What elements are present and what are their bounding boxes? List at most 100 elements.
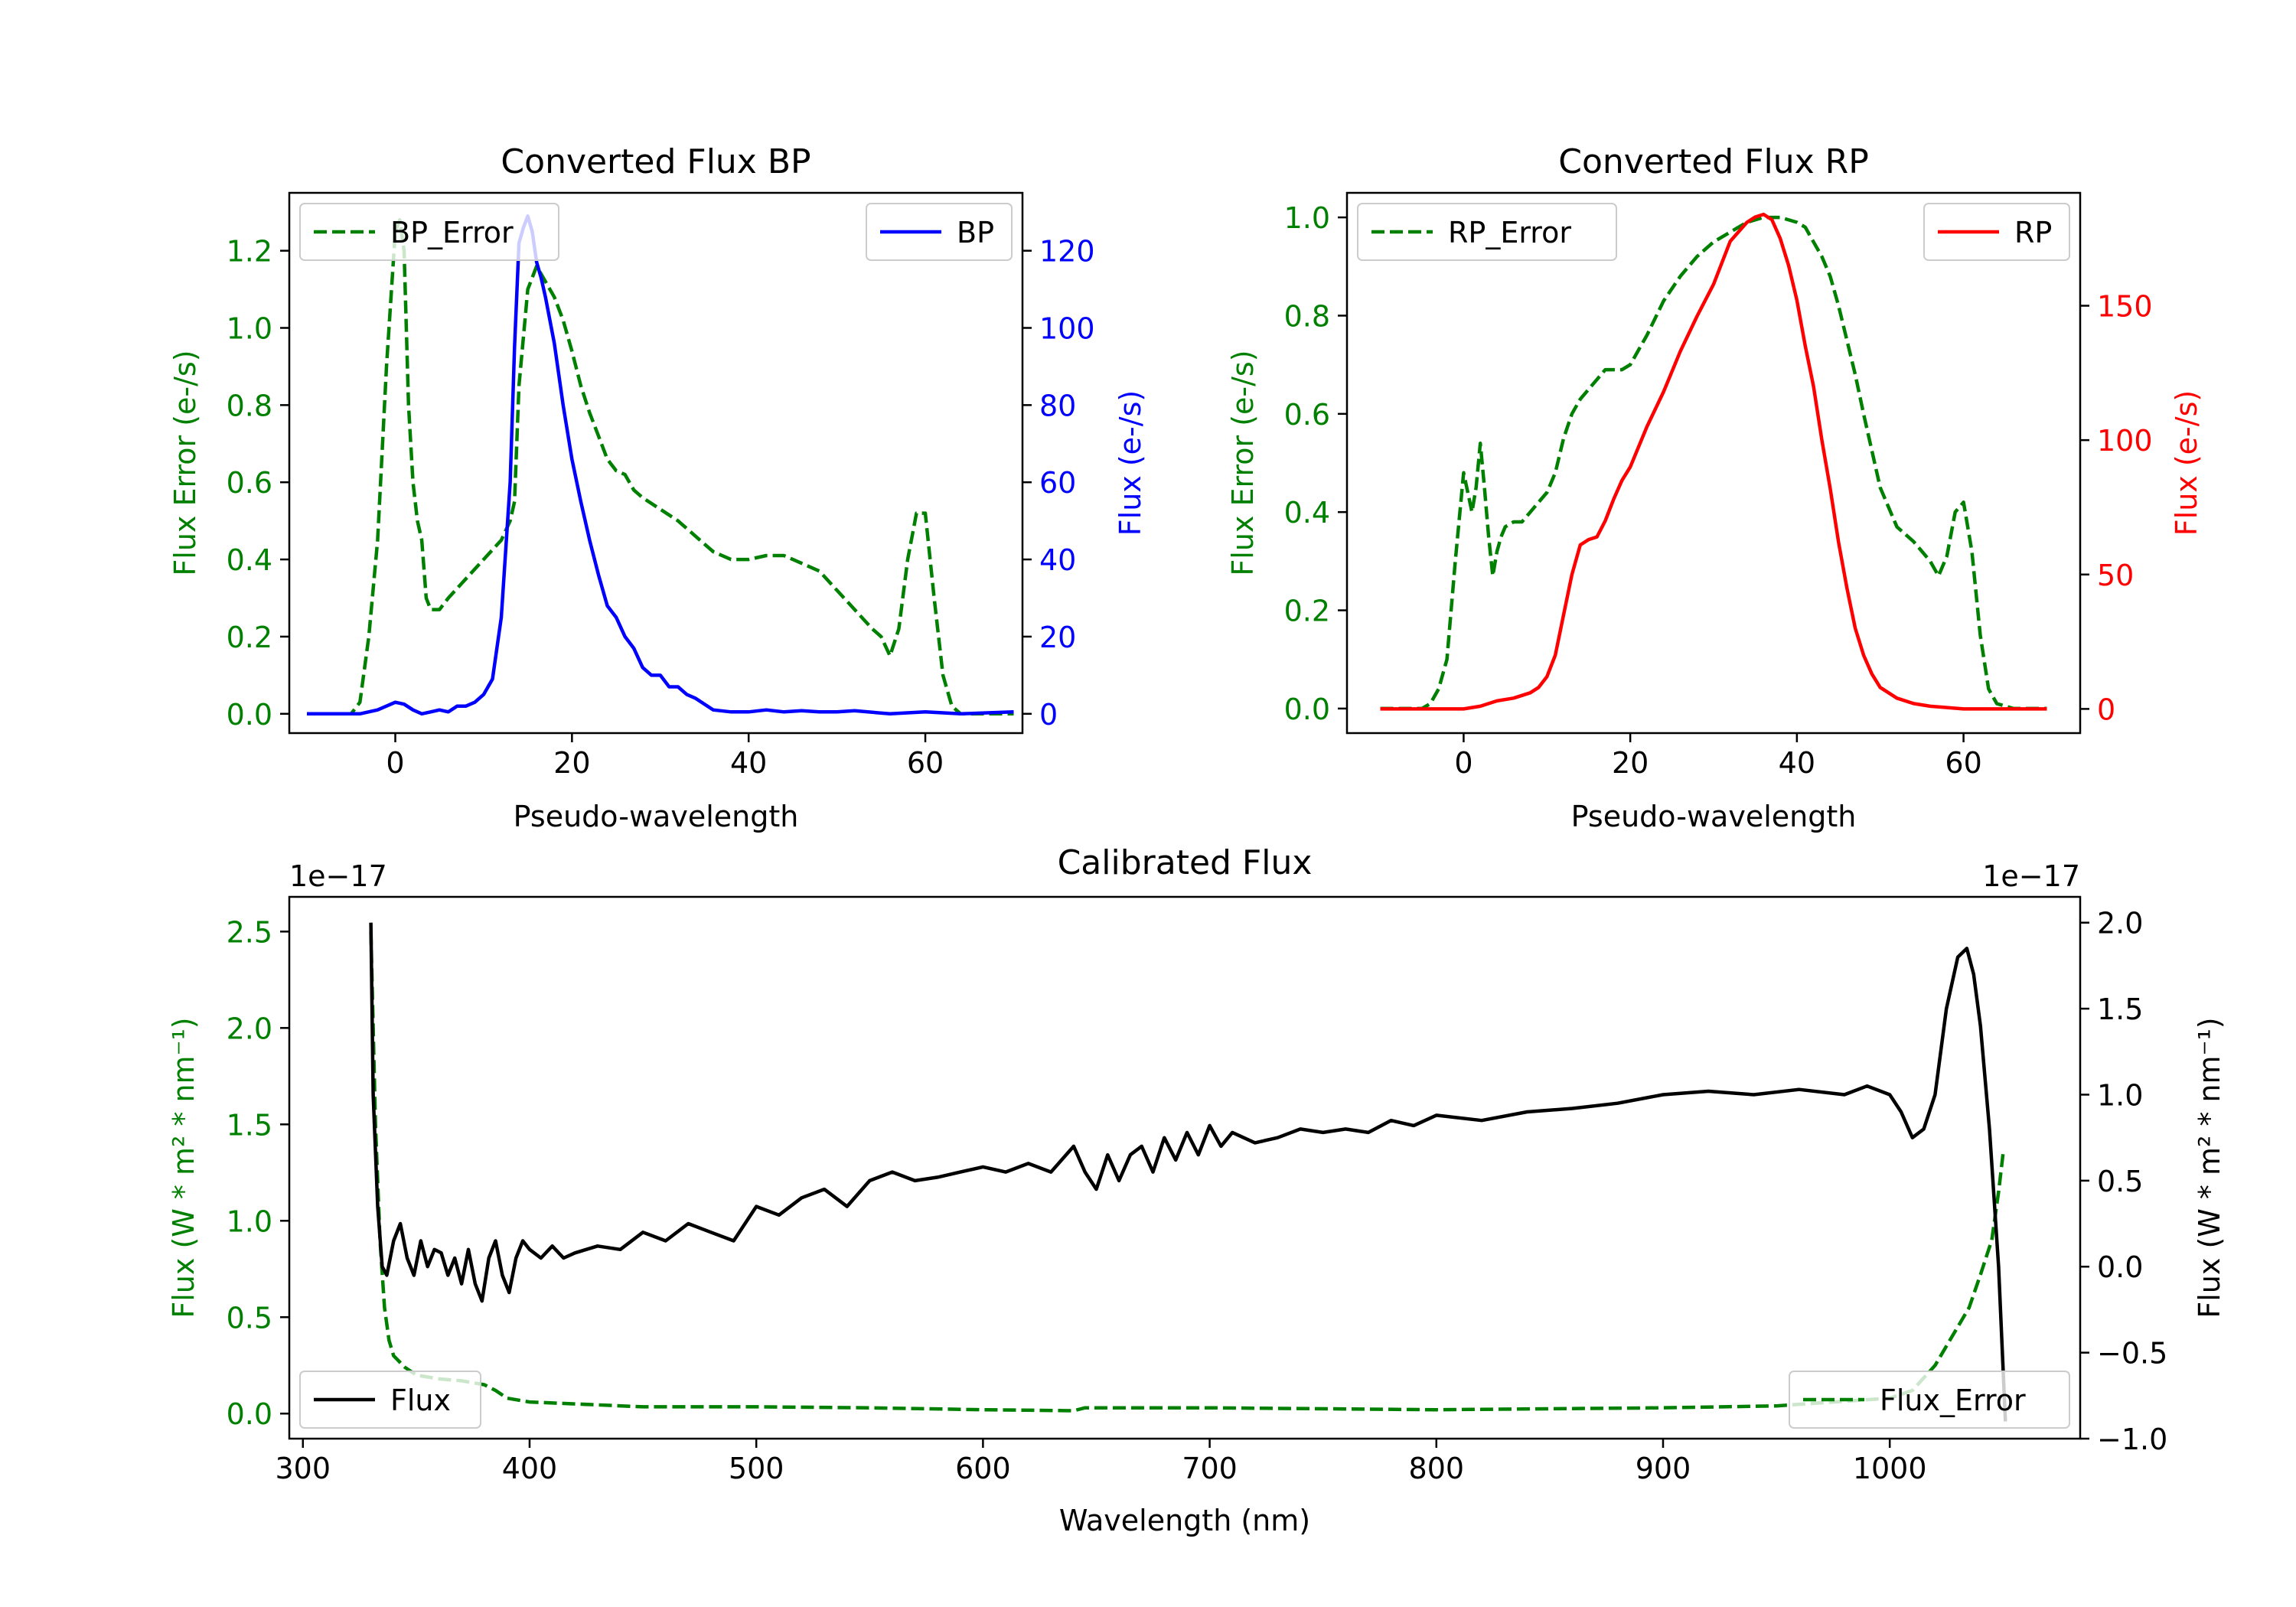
y-right-axis-label: Flux (e-/s) (2170, 390, 2203, 536)
y-left-tick-label: 1.2 (227, 235, 272, 269)
panel-calibrated: 300 400 500 600 700 800 900 1000 0.0 0.5 1.0 1.5 2.0… (167, 843, 2226, 1537)
y-right-tick-label: 0.5 (2097, 1165, 2143, 1198)
x-axis-label: Pseudo-wavelength (514, 800, 799, 833)
y-right-tick-label: 1.5 (2097, 993, 2143, 1026)
x-tick-label: 20 (1612, 746, 1649, 780)
y-right-tick-label: 80 (1039, 389, 1076, 422)
x-axis-label: Wavelength (nm) (1059, 1504, 1310, 1537)
y-right-tick-label: 1.0 (2097, 1078, 2143, 1112)
x-tick-label: 300 (276, 1452, 331, 1485)
y-left-tick-label: 0.6 (227, 466, 272, 500)
chart-title: Converted Flux BP (501, 142, 810, 181)
series-line-flux-error (369, 931, 2005, 1413)
x-tick-label: 0 (1454, 746, 1473, 780)
x-tick-label: 600 (955, 1452, 1011, 1485)
panel-bp: 0 20 40 60 0.0 0.2 0.4 0.6 0.8 1.0 1.2 0 20 40 60 80 100… (168, 142, 1147, 833)
y-left-tick-label: 0.0 (227, 698, 272, 732)
series-line-rp (1380, 212, 2047, 711)
legend-label: Flux (390, 1384, 451, 1417)
x-axis-label: Pseudo-wavelength (1571, 800, 1857, 833)
y-left-tick-label: 1.0 (1284, 201, 1330, 235)
y-left-axis-label: Flux Error (e-/s) (168, 350, 202, 575)
plot-frame (1345, 191, 2082, 735)
y-left-tick-label: 0.0 (1284, 693, 1330, 726)
y-right-tick-label: 0 (1039, 698, 1058, 732)
y-right-tick-label: 40 (1039, 543, 1076, 577)
series-group (369, 922, 2007, 1422)
series-group (1380, 212, 2047, 711)
legend-box (299, 203, 559, 261)
y-right-tick-label: 20 (1039, 621, 1076, 654)
legend-flux-error: Flux_Error (1789, 1371, 2070, 1429)
series-line-bp-error (307, 218, 1014, 716)
chart-title: Converted Flux RP (1558, 142, 1869, 181)
x-tick-label: 1000 (1853, 1452, 1927, 1485)
y-left-tick-label: 1.0 (227, 1204, 272, 1238)
legend-bp-error: BP_Error (299, 203, 559, 261)
y-left-tick-label: 2.5 (227, 915, 272, 949)
y-left-tick-label: 0.2 (227, 621, 272, 654)
legend-box (1357, 203, 1617, 261)
y-right-tick-label: 0 (2097, 693, 2115, 726)
y-right-axis-label: Flux (e-/s) (1114, 390, 1147, 536)
y-left-tick-label: 0.2 (1284, 595, 1330, 628)
y-right-offset-text: 1e−17 (1982, 859, 2080, 893)
y-right-tick-label: −1.0 (2097, 1423, 2167, 1456)
y-right-tick-label: 100 (2097, 424, 2153, 458)
y-left-tick-label: 0.4 (1284, 496, 1330, 530)
legend-label: Flux_Error (1880, 1384, 2026, 1417)
series-line-bp (307, 214, 1014, 716)
x-tick-label: 40 (730, 746, 767, 780)
y-right-axis-label: Flux (W * m² * nm⁻¹) (2193, 1017, 2226, 1318)
legend-bp: BP (866, 203, 1013, 261)
y-left-tick-label: 0.5 (227, 1301, 272, 1335)
x-tick-label: 40 (1779, 746, 1815, 780)
y-left-tick-label: 1.5 (227, 1108, 272, 1142)
x-tick-label: 400 (502, 1452, 558, 1485)
y-left-tick-label: 1.0 (227, 312, 272, 346)
y-right-tick-label: 120 (1039, 235, 1095, 269)
x-tick-label: 60 (1945, 746, 1981, 780)
plot-frame (288, 895, 2082, 1440)
series-line-flux (369, 922, 2007, 1422)
legend-label: BP_Error (390, 216, 514, 249)
legend-box (1789, 1371, 2070, 1429)
legend-flux: Flux (299, 1371, 481, 1429)
x-tick-label: 700 (1182, 1452, 1238, 1485)
x-tick-label: 60 (907, 746, 944, 780)
y-left-tick-label: 0.4 (227, 543, 272, 577)
y-left-tick-label: 0.8 (227, 389, 272, 422)
x-tick-label: 800 (1409, 1452, 1465, 1485)
legend-rp: RP (1923, 203, 2070, 261)
panel-rp: 0 20 40 60 0.0 0.2 0.4 0.6 0.8 1.0 0 50 100 150 Conver… (1226, 142, 2203, 833)
y-left-tick-label: 0.8 (1284, 299, 1330, 333)
x-tick-label: 0 (386, 746, 404, 780)
y-right-tick-label: 60 (1039, 466, 1076, 500)
plot-frame (288, 191, 1024, 735)
y-right-tick-label: 150 (2097, 290, 2153, 324)
y-left-offset-text: 1e−17 (289, 859, 387, 893)
y-right-tick-label: 50 (2097, 559, 2134, 592)
legend-box (299, 1371, 481, 1429)
y-right-tick-label: 0.0 (2097, 1250, 2143, 1284)
legend-label: RP (2014, 216, 2052, 249)
y-right-tick-label: −0.5 (2097, 1337, 2167, 1371)
chart-title: Calibrated Flux (1058, 843, 1313, 882)
y-left-tick-label: 2.0 (227, 1012, 272, 1045)
legend-label: RP_Error (1448, 216, 1571, 249)
y-right-tick-label: 2.0 (2097, 907, 2143, 940)
y-left-tick-label: 0.6 (1284, 398, 1330, 432)
legend-label: BP (957, 216, 994, 249)
y-right-tick-label: 100 (1039, 312, 1095, 346)
series-line-rp-error (1380, 215, 2047, 711)
y-left-tick-label: 0.0 (227, 1397, 272, 1431)
y-left-axis-label: Flux (W * m² * nm⁻¹) (167, 1017, 201, 1318)
legend-rp-error: RP_Error (1357, 203, 1617, 261)
y-left-axis-label: Flux Error (e-/s) (1226, 350, 1260, 575)
series-group (307, 214, 1014, 716)
x-tick-label: 500 (729, 1452, 784, 1485)
x-tick-label: 20 (553, 746, 590, 780)
x-tick-label: 900 (1636, 1452, 1691, 1485)
